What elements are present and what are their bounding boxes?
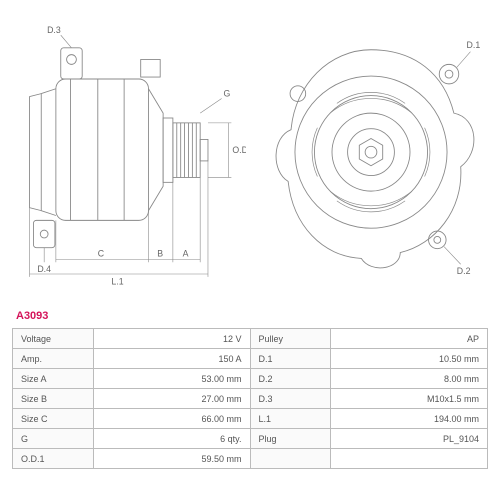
spec-label: Size A	[13, 369, 94, 389]
table-row: Voltage 12 V Pulley AP	[13, 329, 488, 349]
spec-table-body: Voltage 12 V Pulley AP Amp. 150 A D.1 10…	[13, 329, 488, 469]
table-row: Amp. 150 A D.1 10.50 mm	[13, 349, 488, 369]
table-row: Size C 66.00 mm L.1 194.00 mm	[13, 409, 488, 429]
diagram-area: D.3 D.4 C B A L.1 G O.D.1	[12, 12, 488, 302]
spec-value: 194.00 mm	[331, 409, 488, 429]
label-c: C	[98, 248, 104, 258]
table-row: G 6 qty. Plug PL_9104	[13, 429, 488, 449]
label-a: A	[183, 248, 189, 258]
side-view-diagram: D.3 D.4 C B A L.1 G O.D.1	[12, 12, 246, 302]
spec-value: 8.00 mm	[331, 369, 488, 389]
label-l1: L.1	[111, 277, 123, 287]
spec-label: Voltage	[13, 329, 94, 349]
table-row: Size A 53.00 mm D.2 8.00 mm	[13, 369, 488, 389]
label-g: G	[224, 89, 231, 99]
spec-label: O.D.1	[13, 449, 94, 469]
spec-label: Size C	[13, 409, 94, 429]
table-row: O.D.1 59.50 mm	[13, 449, 488, 469]
spec-value: 66.00 mm	[93, 409, 250, 429]
spec-value: 53.00 mm	[93, 369, 250, 389]
spec-value: 10.50 mm	[331, 349, 488, 369]
table-row: Size B 27.00 mm D.3 M10x1.5 mm	[13, 389, 488, 409]
spec-value: 6 qty.	[93, 429, 250, 449]
spec-value	[331, 449, 488, 469]
spec-label: Size B	[13, 389, 94, 409]
spec-value: 59.50 mm	[93, 449, 250, 469]
spec-label: G	[13, 429, 94, 449]
spec-table: Voltage 12 V Pulley AP Amp. 150 A D.1 10…	[12, 328, 488, 469]
label-d1: D.1	[467, 40, 481, 50]
spec-label: Plug	[250, 429, 331, 449]
spec-value: 150 A	[93, 349, 250, 369]
spec-value: M10x1.5 mm	[331, 389, 488, 409]
front-view-diagram: D.1 D.2	[254, 12, 488, 302]
label-b: B	[157, 248, 163, 258]
side-view-svg: D.3 D.4 C B A L.1 G O.D.1	[12, 12, 246, 302]
spec-label: Pulley	[250, 329, 331, 349]
label-d3: D.3	[47, 25, 61, 35]
label-d4: D.4	[37, 264, 51, 274]
label-od1: O.D.1	[232, 145, 246, 155]
spec-label: D.2	[250, 369, 331, 389]
label-d2: D.2	[457, 266, 471, 276]
part-number: A3093	[16, 310, 488, 322]
spec-value: 27.00 mm	[93, 389, 250, 409]
front-view-svg: D.1 D.2	[254, 12, 488, 302]
spec-value: 12 V	[93, 329, 250, 349]
spec-label: D.3	[250, 389, 331, 409]
spec-label: L.1	[250, 409, 331, 429]
spec-label: D.1	[250, 349, 331, 369]
spec-label: Amp.	[13, 349, 94, 369]
spec-label	[250, 449, 331, 469]
spec-value: AP	[331, 329, 488, 349]
spec-value: PL_9104	[331, 429, 488, 449]
